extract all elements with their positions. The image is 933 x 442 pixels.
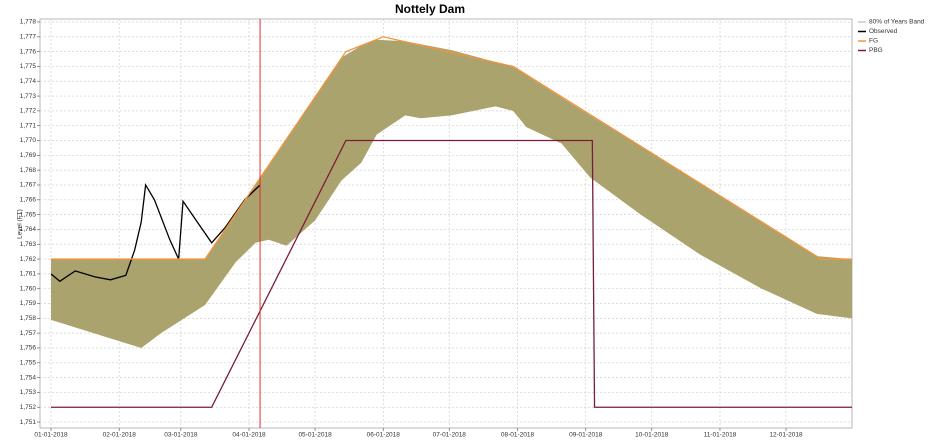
- x-tick-label: 12-01-2018: [769, 432, 803, 439]
- legend-label: Observed: [869, 28, 898, 35]
- y-tick-label: 1,754: [20, 374, 37, 381]
- x-tick-label: 10-01-2018: [635, 432, 669, 439]
- series-line: [50, 182, 261, 283]
- legend-label: 80% of Years Band: [869, 19, 925, 26]
- x-tick-label: 04-01-2018: [232, 432, 266, 439]
- x-tick-label: 08-01-2018: [501, 432, 535, 439]
- y-tick-label: 1,776: [20, 48, 37, 55]
- y-tick-label: 1,765: [20, 211, 37, 218]
- y-tick-label: 1,755: [20, 360, 37, 367]
- y-tick-label: 1,760: [20, 285, 37, 292]
- y-tick-label: 1,764: [20, 226, 37, 233]
- y-tick-label: 1,772: [20, 108, 37, 115]
- y-tick-label: 1,766: [20, 197, 37, 204]
- y-axis-label: Level (FT): [17, 209, 24, 239]
- x-tick-label: 06-01-2018: [367, 432, 401, 439]
- y-tick-label: 1,778: [20, 19, 37, 26]
- x-tick-label: 07-01-2018: [433, 432, 467, 439]
- y-tick-label: 1,753: [20, 389, 37, 396]
- y-tick-label: 1,756: [20, 345, 37, 352]
- x-tick-label: 01-01-2018: [34, 432, 68, 439]
- legend-label: PBG: [869, 47, 883, 54]
- y-tick-label: 1,771: [20, 122, 37, 129]
- y-tick-label: 1,774: [20, 78, 37, 85]
- x-tick-label: 09-01-2018: [569, 432, 603, 439]
- y-tick-label: 1,757: [20, 330, 37, 337]
- chart-title: Nottely Dam: [395, 2, 465, 16]
- x-tick-label: 05-01-2018: [298, 432, 332, 439]
- x-tick-label: 02-01-2018: [103, 432, 137, 439]
- y-tick-label: 1,763: [20, 241, 37, 248]
- y-tick-label: 1,777: [20, 34, 37, 41]
- y-tick-label: 1,768: [20, 167, 37, 174]
- y-tick-label: 1,752: [20, 404, 37, 411]
- band-area: [51, 39, 853, 348]
- y-tick-label: 1,769: [20, 152, 37, 159]
- y-tick-label: 1,759: [20, 300, 37, 307]
- x-tick-label: 11-01-2018: [704, 432, 737, 439]
- y-tick-label: 1,775: [20, 63, 37, 70]
- y-tick-label: 1,767: [20, 182, 37, 189]
- y-tick-label: 1,758: [20, 315, 37, 322]
- y-tick-label: 1,762: [20, 256, 37, 263]
- y-tick-label: 1,761: [20, 271, 37, 278]
- y-tick-label: 1,773: [20, 93, 37, 100]
- series-line: [51, 139, 852, 408]
- series-line: [51, 36, 852, 260]
- legend-label: FG: [869, 38, 878, 45]
- y-tick-label: 1,770: [20, 137, 37, 144]
- x-tick-label: 03-01-2018: [164, 432, 198, 439]
- y-tick-label: 1,751: [20, 419, 37, 426]
